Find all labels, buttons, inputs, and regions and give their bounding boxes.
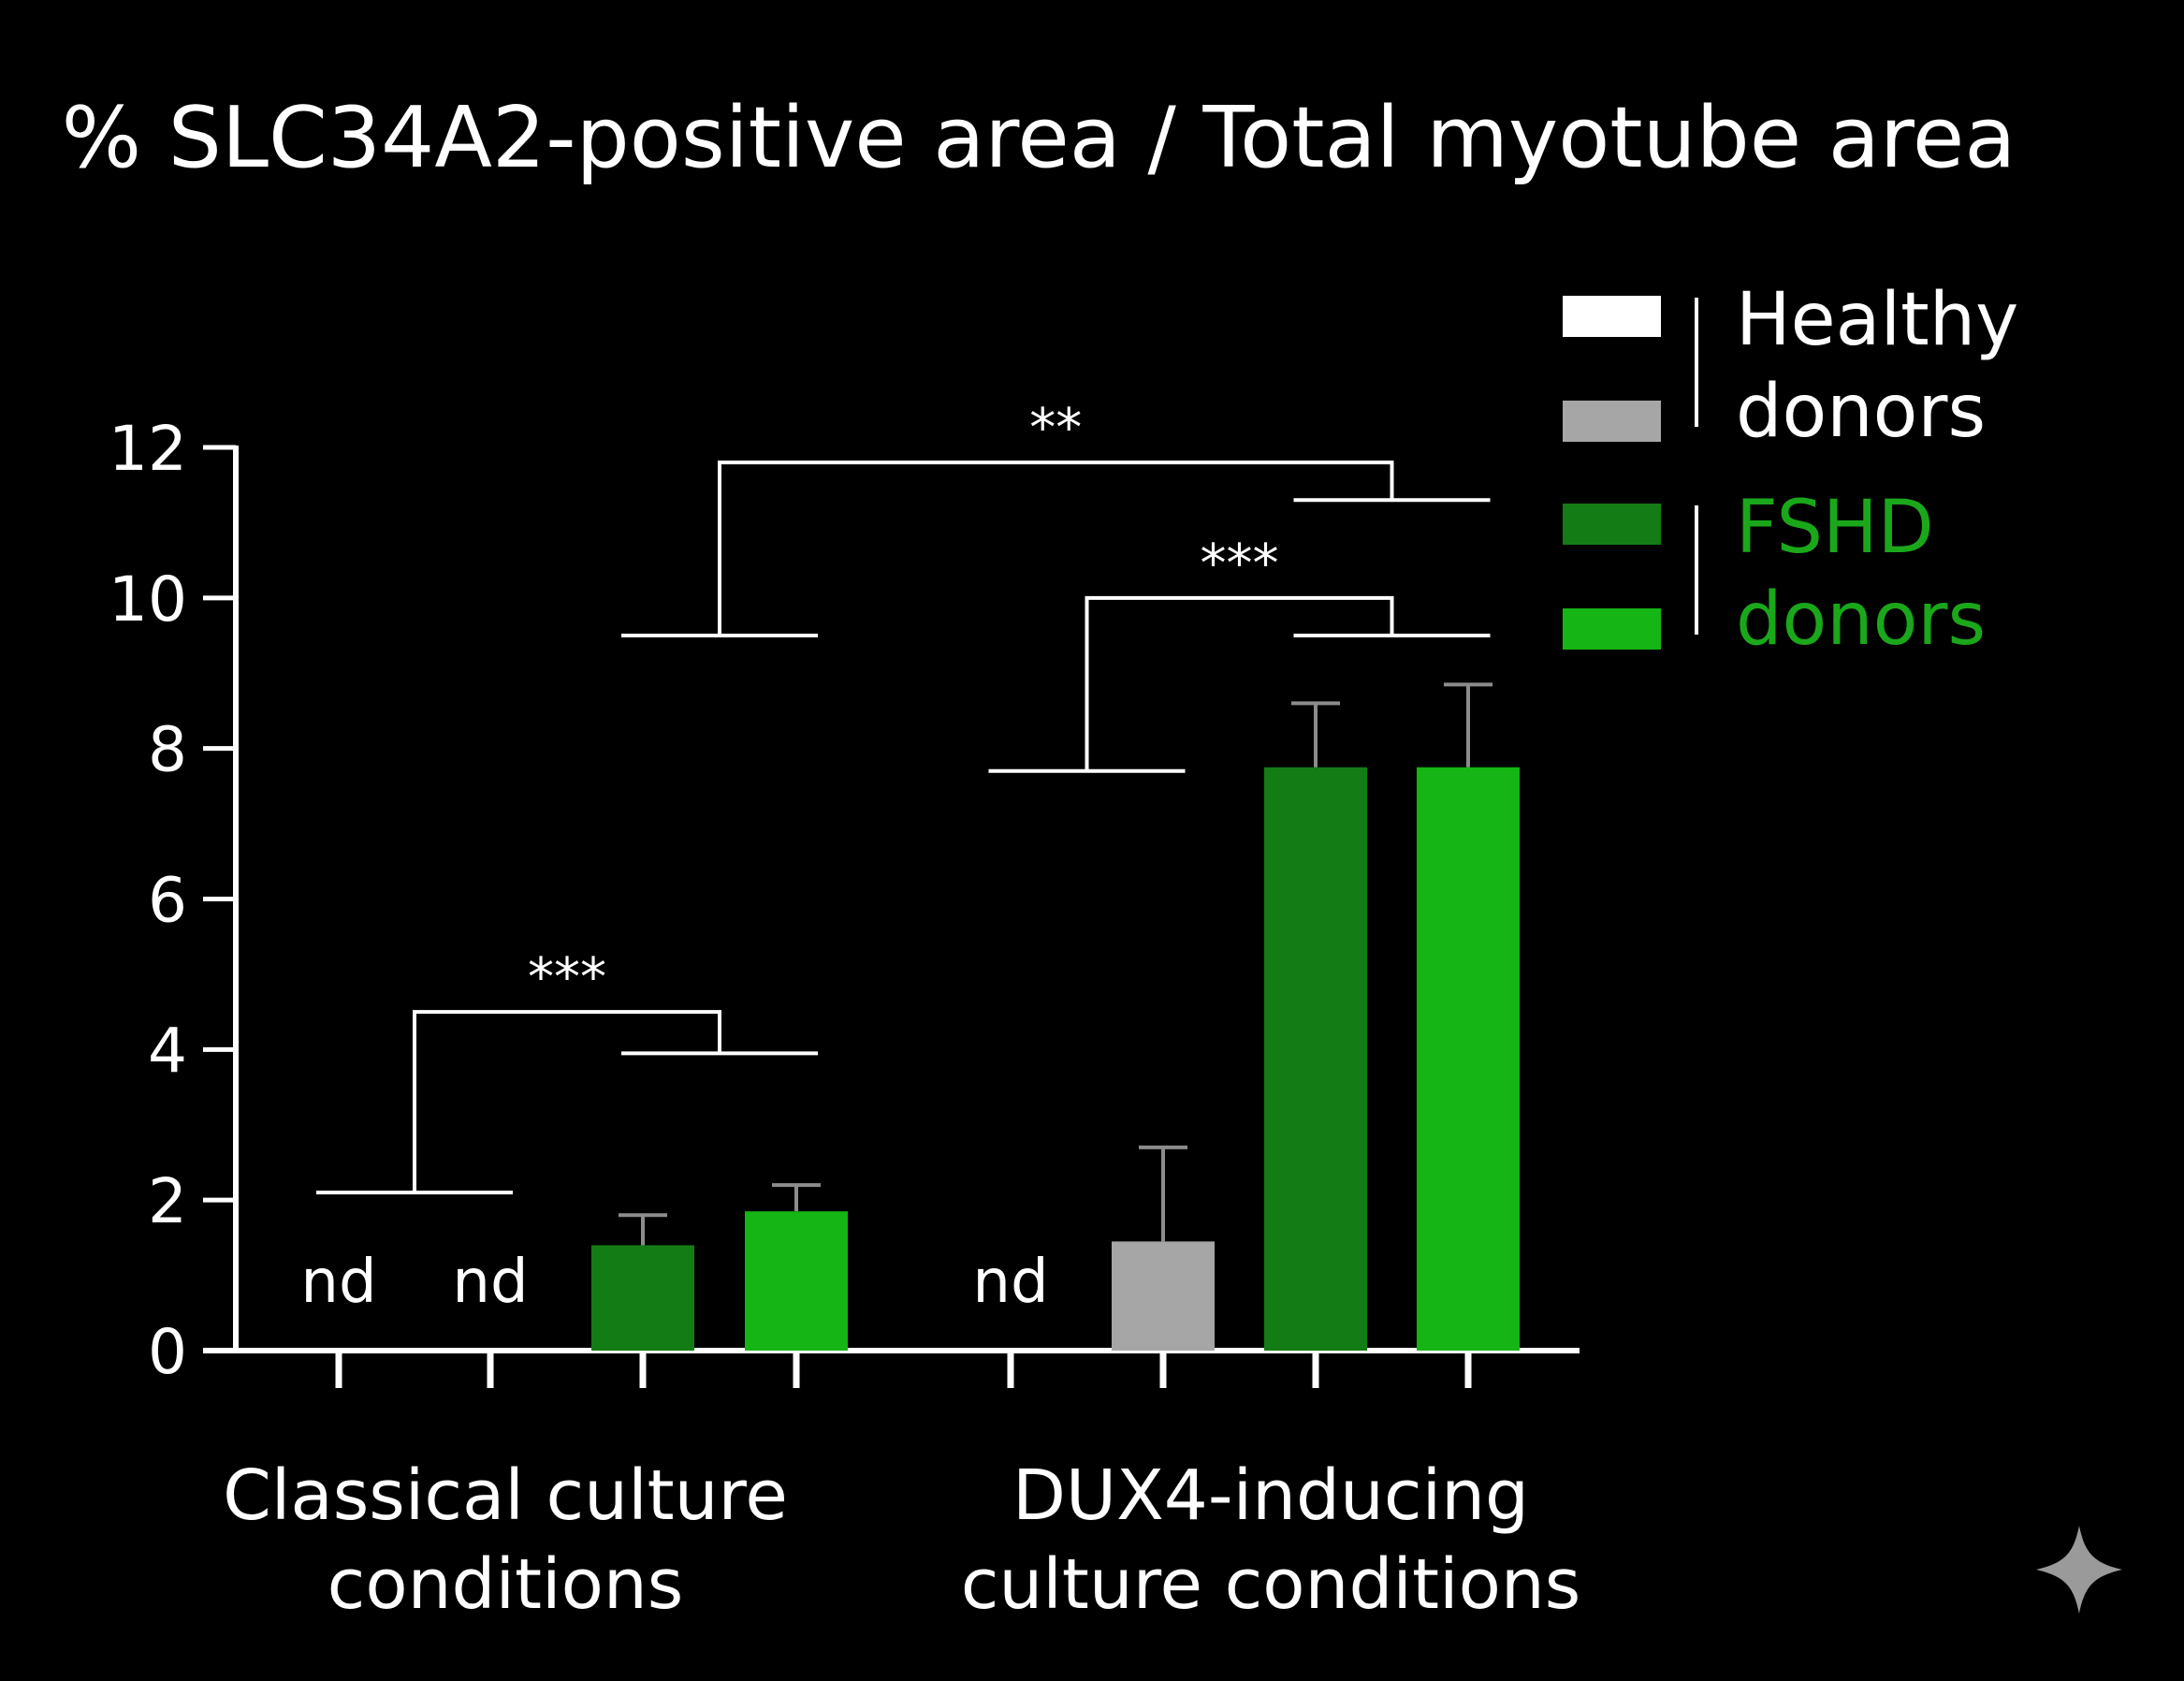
significance-brackets: ******** [316, 398, 1491, 1195]
y-tick-label: 4 [148, 1015, 187, 1087]
chart-title: % SLC34A2-positive area / Total myotube … [62, 89, 2017, 187]
y-axis: 0 2 4 6 8 10 12 [109, 413, 1580, 1388]
sparkle-icon [2036, 1526, 2122, 1614]
bracket-line [1085, 595, 1394, 771]
legend-label: FSHD [1736, 486, 1934, 570]
bar [1264, 767, 1367, 1351]
nd-label: nd [452, 1248, 528, 1317]
legend-label: donors [1736, 370, 1986, 454]
significance-label: *** [1201, 534, 1279, 594]
bar [591, 1245, 694, 1351]
legend-swatch [1563, 504, 1661, 545]
y-tick-label: 2 [148, 1165, 187, 1237]
bracket-line [413, 1010, 721, 1193]
legend-label: donors [1736, 577, 1986, 662]
y-tick-label: 12 [109, 413, 187, 485]
y-tick-label: 6 [148, 865, 187, 937]
nd-label: nd [972, 1248, 1048, 1317]
y-tick-label: 0 [148, 1316, 187, 1388]
legend-swatch [1563, 608, 1661, 650]
nd-label: nd [300, 1248, 376, 1317]
bar [1417, 767, 1520, 1351]
legend-label: Healthy [1736, 278, 2018, 362]
group-label: culture conditions [961, 1544, 1581, 1625]
bracket-line [718, 460, 1394, 636]
group-label: conditions [328, 1544, 684, 1625]
significance-label: ** [1029, 398, 1082, 459]
legend-swatch [1563, 296, 1661, 337]
y-tick-label: 8 [148, 714, 187, 786]
significance-label: *** [528, 947, 606, 1008]
bar [1112, 1241, 1215, 1351]
bar [745, 1211, 848, 1351]
y-tick-label: 10 [109, 563, 187, 636]
legend-swatch [1563, 401, 1661, 442]
group-label: DUX4-inducing [1012, 1455, 1529, 1536]
group-label: Classical culture [223, 1455, 788, 1536]
bars: nd nd nd [300, 682, 1520, 1351]
